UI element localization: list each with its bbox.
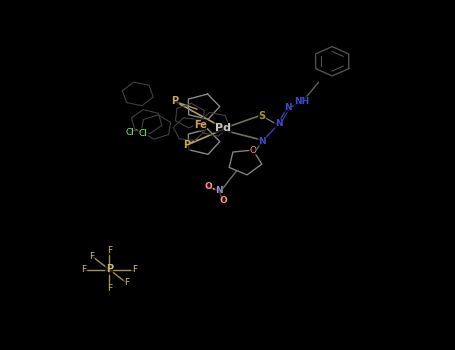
Text: N: N xyxy=(258,136,266,146)
Text: Fe: Fe xyxy=(194,120,207,130)
Text: F: F xyxy=(106,284,112,293)
Text: F: F xyxy=(124,278,129,287)
Text: Cl: Cl xyxy=(125,128,134,137)
Text: Cl: Cl xyxy=(138,128,147,138)
Text: F: F xyxy=(106,246,112,255)
Text: F: F xyxy=(81,265,87,274)
Text: F: F xyxy=(131,265,137,274)
Text: O: O xyxy=(219,196,227,205)
Text: O: O xyxy=(250,146,257,155)
Text: P: P xyxy=(183,140,190,150)
Text: N: N xyxy=(215,186,222,195)
Text: O: O xyxy=(204,182,212,191)
Text: P: P xyxy=(106,265,113,274)
Text: N: N xyxy=(275,119,282,128)
Text: S: S xyxy=(258,111,266,120)
Text: F: F xyxy=(89,252,95,261)
Text: NH: NH xyxy=(294,97,309,106)
Text: N: N xyxy=(284,103,292,112)
Text: P: P xyxy=(172,97,179,106)
Text: Pd: Pd xyxy=(215,123,231,133)
